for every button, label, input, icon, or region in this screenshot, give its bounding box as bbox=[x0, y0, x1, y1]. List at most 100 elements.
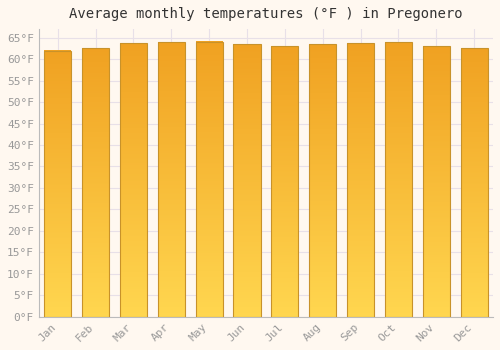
Bar bbox=[385, 161, 412, 163]
Bar bbox=[120, 304, 147, 306]
Bar bbox=[422, 248, 450, 249]
Bar bbox=[120, 209, 147, 210]
Bar bbox=[120, 230, 147, 232]
Bar bbox=[82, 251, 109, 252]
Bar bbox=[44, 101, 72, 103]
Bar bbox=[44, 80, 72, 81]
Bar bbox=[422, 191, 450, 193]
Bar bbox=[460, 282, 488, 283]
Bar bbox=[309, 150, 336, 152]
Bar bbox=[44, 196, 72, 197]
Bar bbox=[196, 103, 223, 105]
Bar bbox=[385, 93, 412, 94]
Bar bbox=[44, 245, 72, 246]
Bar bbox=[347, 213, 374, 214]
Bar bbox=[158, 271, 185, 273]
Bar bbox=[460, 66, 488, 67]
Bar bbox=[385, 247, 412, 248]
Bar bbox=[460, 276, 488, 278]
Bar bbox=[271, 62, 298, 64]
Bar bbox=[271, 142, 298, 144]
Bar bbox=[347, 181, 374, 183]
Bar bbox=[271, 161, 298, 163]
Bar bbox=[234, 130, 260, 131]
Bar bbox=[158, 84, 185, 86]
Bar bbox=[460, 240, 488, 241]
Bar bbox=[158, 230, 185, 232]
Bar bbox=[196, 307, 223, 309]
Bar bbox=[422, 194, 450, 195]
Bar bbox=[422, 186, 450, 187]
Bar bbox=[196, 157, 223, 159]
Bar bbox=[271, 291, 298, 293]
Bar bbox=[460, 201, 488, 203]
Bar bbox=[347, 44, 374, 46]
Bar bbox=[196, 218, 223, 219]
Bar bbox=[347, 99, 374, 100]
Bar bbox=[271, 306, 298, 307]
Bar bbox=[347, 189, 374, 191]
Bar bbox=[82, 195, 109, 196]
Bar bbox=[82, 161, 109, 162]
Bar bbox=[347, 70, 374, 71]
Bar bbox=[385, 230, 412, 232]
Bar bbox=[271, 164, 298, 165]
Bar bbox=[234, 152, 260, 153]
Bar bbox=[44, 141, 72, 142]
Bar bbox=[120, 47, 147, 48]
Bar bbox=[196, 57, 223, 58]
Bar bbox=[309, 298, 336, 299]
Bar bbox=[385, 171, 412, 173]
Bar bbox=[385, 89, 412, 90]
Bar bbox=[309, 213, 336, 215]
Bar bbox=[196, 296, 223, 297]
Bar bbox=[158, 195, 185, 196]
Bar bbox=[385, 181, 412, 182]
Bar bbox=[347, 151, 374, 152]
Bar bbox=[460, 293, 488, 294]
Bar bbox=[347, 211, 374, 213]
Bar bbox=[460, 97, 488, 98]
Bar bbox=[271, 296, 298, 298]
Bar bbox=[158, 133, 185, 134]
Bar bbox=[44, 84, 72, 85]
Bar bbox=[44, 230, 72, 232]
Bar bbox=[422, 71, 450, 72]
Bar bbox=[44, 90, 72, 92]
Bar bbox=[234, 269, 260, 271]
Bar bbox=[234, 310, 260, 312]
Bar bbox=[196, 252, 223, 253]
Bar bbox=[271, 294, 298, 295]
Bar bbox=[44, 168, 72, 169]
Bar bbox=[196, 54, 223, 55]
Bar bbox=[196, 308, 223, 310]
Bar bbox=[271, 265, 298, 267]
Bar bbox=[460, 241, 488, 243]
Bar bbox=[271, 280, 298, 282]
Bar bbox=[82, 159, 109, 160]
Bar bbox=[44, 285, 72, 286]
Bar bbox=[44, 113, 72, 114]
Bar bbox=[271, 248, 298, 249]
Bar bbox=[44, 150, 72, 152]
Bar bbox=[82, 315, 109, 317]
Bar bbox=[158, 204, 185, 205]
Bar bbox=[196, 167, 223, 168]
Bar bbox=[234, 202, 260, 204]
Bar bbox=[196, 198, 223, 200]
Bar bbox=[120, 121, 147, 122]
Bar bbox=[120, 52, 147, 54]
Bar bbox=[234, 54, 260, 55]
Bar bbox=[385, 212, 412, 214]
Bar bbox=[347, 104, 374, 106]
Bar bbox=[44, 121, 72, 122]
Bar bbox=[196, 44, 223, 46]
Bar bbox=[158, 219, 185, 220]
Bar bbox=[347, 261, 374, 262]
Bar bbox=[158, 179, 185, 181]
Bar bbox=[82, 197, 109, 199]
Bar bbox=[158, 115, 185, 116]
Bar bbox=[347, 86, 374, 88]
Bar bbox=[309, 246, 336, 247]
Bar bbox=[422, 75, 450, 76]
